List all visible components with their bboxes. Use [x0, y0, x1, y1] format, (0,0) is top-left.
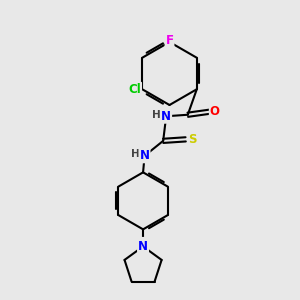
- Text: H: H: [152, 110, 161, 120]
- Text: N: N: [140, 149, 150, 162]
- Text: Cl: Cl: [128, 83, 141, 96]
- Text: O: O: [210, 105, 220, 118]
- Text: N: N: [161, 110, 171, 123]
- Text: S: S: [188, 133, 196, 146]
- Text: F: F: [166, 34, 173, 47]
- Text: N: N: [138, 240, 148, 253]
- Text: H: H: [130, 149, 140, 159]
- Text: N: N: [138, 238, 148, 251]
